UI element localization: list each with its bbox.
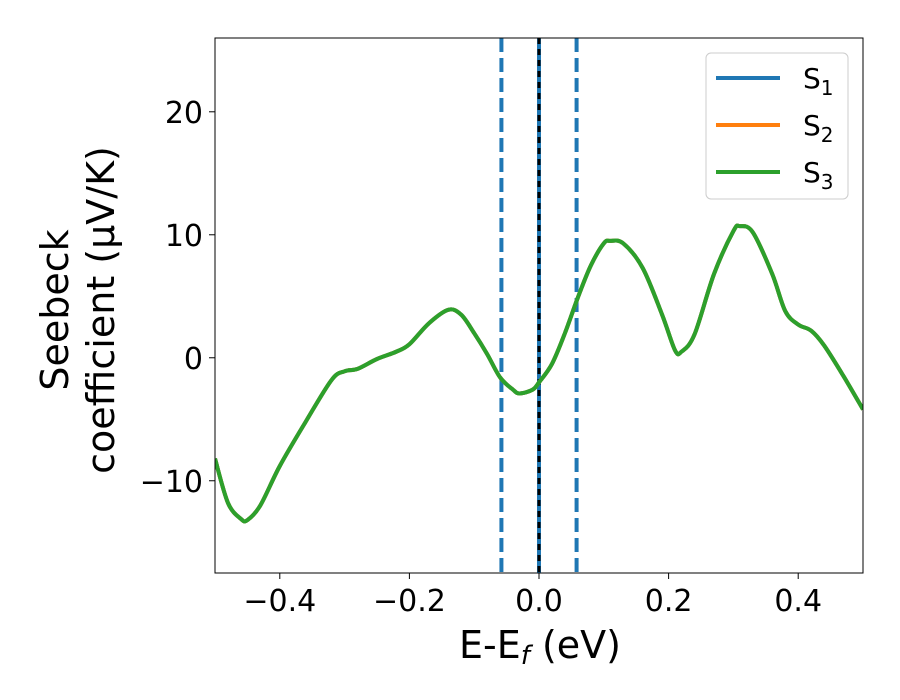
legend: S1 S2 S3 — [705, 52, 849, 200]
y-axis-label: Seebeck coefficient (μV/K) — [33, 146, 123, 474]
legend-label-s2: S2 — [803, 109, 834, 147]
y-axis-label-line2: coefficient (μV/K) — [79, 146, 123, 474]
series-line-s3 — [215, 223, 863, 524]
y-tick-label: 0 — [184, 342, 203, 377]
vertical-lines — [499, 38, 579, 573]
y-ticks: −10 0 10 20 — [140, 96, 215, 500]
y-tick-label: 20 — [165, 96, 203, 131]
x-ticks: −0.4 −0.2 0.0 0.2 0.4 — [243, 573, 822, 619]
series-lines — [215, 223, 863, 524]
y-axis-label-line1: Seebeck — [33, 229, 77, 390]
legend-label-s1: S1 — [803, 62, 834, 100]
x-tick-label: −0.2 — [373, 584, 446, 619]
x-axis-label-unit: (eV) — [530, 623, 621, 667]
x-tick-label: 0.4 — [774, 584, 822, 619]
x-tick-label: 0.2 — [645, 584, 693, 619]
x-axis-label: E-Ef (eV) — [459, 623, 621, 671]
x-tick-label: −0.4 — [243, 584, 316, 619]
y-tick-label: 10 — [165, 219, 203, 254]
legend-label-s3: S3 — [803, 156, 834, 194]
x-tick-label: 0.0 — [515, 584, 563, 619]
y-tick-label: −10 — [140, 465, 203, 500]
